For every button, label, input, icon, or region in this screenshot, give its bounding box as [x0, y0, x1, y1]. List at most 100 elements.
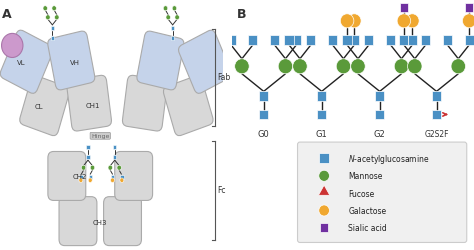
Text: Fucose: Fucose — [348, 189, 374, 198]
Bar — [343, 36, 352, 46]
Bar — [317, 110, 326, 120]
Text: G0: G0 — [258, 130, 270, 139]
Circle shape — [166, 16, 171, 21]
Circle shape — [82, 166, 86, 170]
Bar — [421, 36, 430, 46]
FancyBboxPatch shape — [59, 197, 97, 246]
Circle shape — [319, 170, 329, 181]
Circle shape — [43, 7, 47, 12]
Circle shape — [120, 178, 124, 183]
Bar — [259, 110, 268, 120]
FancyBboxPatch shape — [164, 76, 213, 136]
Bar — [364, 36, 374, 46]
Bar — [259, 92, 268, 102]
Bar — [465, 36, 474, 46]
Circle shape — [451, 60, 465, 74]
Bar — [111, 175, 114, 179]
FancyBboxPatch shape — [122, 76, 167, 132]
FancyBboxPatch shape — [48, 32, 95, 90]
Bar — [248, 36, 257, 46]
Circle shape — [55, 16, 59, 21]
Circle shape — [52, 7, 56, 12]
FancyBboxPatch shape — [104, 197, 141, 246]
Circle shape — [351, 60, 365, 74]
Text: VH: VH — [70, 60, 80, 66]
Circle shape — [90, 166, 95, 170]
Text: Hinge: Hinge — [91, 134, 109, 139]
Circle shape — [347, 15, 361, 29]
Bar — [227, 36, 236, 46]
Text: Fc: Fc — [217, 186, 226, 194]
Circle shape — [46, 16, 50, 21]
FancyBboxPatch shape — [67, 76, 111, 132]
Bar — [51, 37, 54, 41]
FancyBboxPatch shape — [20, 76, 69, 136]
Bar — [319, 154, 329, 164]
Circle shape — [319, 205, 329, 216]
Bar — [79, 175, 82, 179]
Bar — [350, 36, 359, 46]
Bar — [443, 36, 452, 46]
Text: Mannose: Mannose — [348, 172, 383, 180]
Bar — [120, 175, 124, 179]
FancyBboxPatch shape — [179, 31, 231, 94]
Bar — [432, 110, 441, 120]
Bar — [284, 36, 294, 46]
Bar — [171, 37, 174, 41]
Circle shape — [1, 34, 23, 58]
Bar — [317, 92, 326, 102]
Bar — [51, 27, 54, 31]
Bar — [328, 36, 337, 46]
Bar — [375, 92, 384, 102]
Circle shape — [235, 60, 249, 74]
Circle shape — [88, 178, 92, 183]
Bar — [386, 36, 395, 46]
Circle shape — [110, 178, 115, 183]
Bar — [86, 156, 90, 160]
Circle shape — [278, 60, 292, 74]
Circle shape — [172, 7, 177, 12]
Bar — [408, 36, 417, 46]
Bar — [292, 36, 301, 46]
FancyBboxPatch shape — [298, 142, 467, 242]
Bar — [270, 36, 279, 46]
Bar — [113, 156, 117, 160]
Bar — [306, 36, 315, 46]
Circle shape — [79, 178, 83, 183]
Text: G2: G2 — [374, 130, 385, 139]
Circle shape — [394, 60, 409, 74]
Text: B: B — [237, 8, 246, 20]
Text: VL: VL — [17, 60, 26, 66]
Circle shape — [164, 7, 168, 12]
Text: Galactose: Galactose — [348, 206, 386, 215]
Circle shape — [406, 15, 419, 29]
Bar — [171, 27, 174, 31]
Circle shape — [463, 15, 474, 29]
Text: CH3: CH3 — [93, 219, 108, 225]
Text: G2S2F: G2S2F — [424, 130, 449, 139]
Text: CL: CL — [35, 103, 43, 109]
FancyBboxPatch shape — [48, 152, 86, 200]
Circle shape — [408, 60, 422, 74]
Bar — [375, 110, 384, 120]
Bar — [399, 36, 409, 46]
Text: $\it{N}$-acetylglucosamine: $\it{N}$-acetylglucosamine — [348, 152, 430, 165]
Circle shape — [397, 15, 410, 29]
Circle shape — [340, 15, 354, 29]
Circle shape — [292, 60, 307, 74]
Circle shape — [175, 16, 179, 21]
Bar — [113, 146, 117, 150]
Text: Sialic acid: Sialic acid — [348, 224, 387, 232]
Text: CH1: CH1 — [85, 102, 100, 108]
Circle shape — [117, 166, 121, 170]
Circle shape — [108, 166, 112, 170]
FancyBboxPatch shape — [137, 32, 184, 90]
Bar — [86, 146, 90, 150]
Text: G1: G1 — [316, 130, 328, 139]
Text: A: A — [2, 8, 12, 20]
FancyBboxPatch shape — [0, 31, 53, 94]
Text: Fab: Fab — [217, 73, 230, 82]
Bar — [89, 175, 92, 179]
Bar — [432, 92, 441, 102]
FancyBboxPatch shape — [115, 152, 153, 200]
